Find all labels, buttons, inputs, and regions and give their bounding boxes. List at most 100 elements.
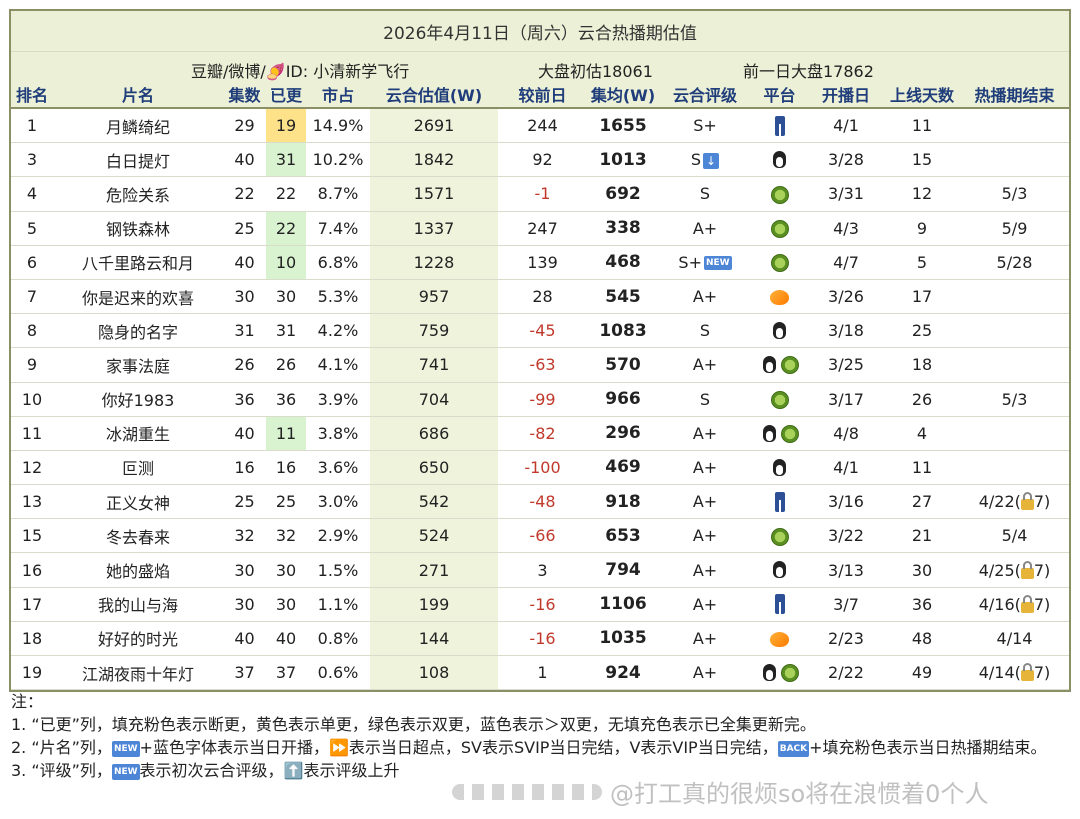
title-cell: 冬去春来 (53, 518, 223, 554)
avg-cell: 296 (587, 416, 659, 451)
days-cell: 11 (884, 108, 960, 144)
rank-cell: 1 (11, 108, 53, 144)
avg-cell: 545 (587, 279, 659, 315)
aired-cell: 30 (266, 279, 306, 315)
rating-cell: A+ (659, 587, 751, 622)
rank-cell: 8 (11, 313, 53, 349)
avg-cell: 570 (587, 347, 659, 383)
new-badge-icon: NEW (703, 256, 732, 271)
share-cell: 4.1% (306, 347, 370, 383)
avg-cell: 918 (587, 484, 659, 520)
diff-cell: -45 (498, 313, 587, 349)
rating-cell: A+ (659, 552, 751, 588)
youku-icon (770, 185, 789, 204)
title-cell: 她的盛焰 (53, 552, 223, 588)
tencent-icon (771, 150, 788, 170)
estimate-cell: 741 (370, 347, 498, 383)
avg-cell: 1106 (587, 587, 659, 622)
rating-cell: A+ (659, 416, 751, 451)
estimate-cell: 2691 (370, 108, 498, 144)
end-date-label: 4/16( (978, 594, 1021, 614)
end-date-label: 5/28 (996, 252, 1033, 272)
table-row: 5 钢铁森林 25 22 7.4% 1337 247 338 A+ 4/3 9 5/9 (11, 211, 1069, 246)
start-date-cell: 4/1 (808, 450, 884, 486)
platform-cell (751, 552, 808, 588)
title-cell: 我的山与海 (53, 587, 223, 622)
aired-cell: 32 (266, 518, 306, 554)
diff-cell: 244 (498, 108, 587, 144)
end-date-cell (960, 450, 1069, 486)
rating-cell: A+ (659, 211, 751, 246)
aired-cell: 22 (266, 176, 306, 212)
days-cell: 48 (884, 621, 960, 657)
lock-suffix: 7) (1033, 492, 1051, 512)
start-date-cell: 2/23 (808, 621, 884, 657)
platform-cell (751, 587, 808, 622)
rating-cell: S (659, 176, 751, 212)
rating-cell: A+ (659, 450, 751, 486)
start-date-cell: 3/17 (808, 382, 884, 417)
platform-cell (751, 484, 808, 520)
days-cell: 21 (884, 518, 960, 554)
end-date-cell (960, 313, 1069, 349)
title-cell: 江湖夜雨十年灯 (53, 655, 223, 691)
share-cell: 3.8% (306, 416, 370, 451)
table-row: 10 你好1983 36 36 3.9% 704 -99 966 S 3/17 26 5/3 (11, 382, 1069, 417)
diff-cell: -16 (498, 621, 587, 657)
episodes-cell: 40 (223, 245, 266, 280)
aired-cell: 26 (266, 347, 306, 383)
note-line-2-b: +蓝色字体表示当日开播，⏩表示当日超点，SV表示SVIP当日完结，V表示VIP当… (139, 738, 778, 757)
start-date-cell: 3/18 (808, 313, 884, 349)
note-line-2: 2. “片名”列， NEW +蓝色字体表示当日开播，⏩表示当日超点，SV表示SVIP… (11, 736, 1069, 759)
note-line-3: 3. “评级”列， NEW 表示初次云合评级，⬆️表示评级上升 (11, 759, 1069, 782)
lock-icon (1020, 560, 1034, 579)
share-cell: 14.9% (306, 108, 370, 144)
youku-icon (770, 390, 789, 409)
days-cell: 36 (884, 587, 960, 622)
estimate-cell: 1842 (370, 142, 498, 178)
estimate-cell: 686 (370, 416, 498, 451)
aired-cell: 37 (266, 655, 306, 691)
diff-cell: -48 (498, 484, 587, 520)
share-cell: 8.7% (306, 176, 370, 212)
youku-icon (770, 527, 789, 546)
diff-cell: 3 (498, 552, 587, 588)
lock-suffix: 7) (1033, 594, 1051, 614)
tencent-icon (771, 560, 788, 580)
episodes-cell: 40 (223, 621, 266, 657)
rating-cell: S (659, 313, 751, 349)
table-row: 16 她的盛焰 30 30 1.5% 271 3 794 A+ 3/13 30 4/25(7) (11, 552, 1069, 588)
rank-cell: 15 (11, 518, 53, 554)
end-date-cell: 5/9 (960, 211, 1069, 246)
platform-cell (751, 279, 808, 315)
rating-cell: A+ (659, 279, 751, 315)
title-cell: 月鳞绮纪 (53, 108, 223, 144)
table-row: 18 好好的时光 40 40 0.8% 144 -16 1035 A+ 2/23 48 4/14 (11, 621, 1069, 657)
estimate-cell: 957 (370, 279, 498, 315)
end-date-cell: 5/3 (960, 382, 1069, 417)
start-date-cell: 4/7 (808, 245, 884, 280)
rating-label: A+ (692, 526, 718, 546)
rank-cell: 19 (11, 655, 53, 691)
lock-suffix: 7) (1033, 560, 1051, 580)
aired-cell: 31 (266, 142, 306, 178)
note-line-3-b: 表示初次云合评级，⬆️表示评级上升 (139, 761, 400, 780)
estimate-cell: 759 (370, 313, 498, 349)
rating-cell: A+ (659, 518, 751, 554)
rating-label: S (699, 321, 711, 341)
estimate-cell: 1228 (370, 245, 498, 280)
rating-label: A+ (692, 663, 718, 683)
avg-cell: 653 (587, 518, 659, 554)
title-cell: 八千里路云和月 (53, 245, 223, 280)
column-header: 上线天数 (884, 81, 960, 109)
platform-cell (751, 176, 808, 212)
rank-cell: 10 (11, 382, 53, 417)
diff-cell: -1 (498, 176, 587, 212)
rank-cell: 4 (11, 176, 53, 212)
rating-cell: S (659, 382, 751, 417)
column-header: 云合估值(W) (370, 81, 498, 109)
estimate-cell: 1571 (370, 176, 498, 212)
lock-icon (1020, 663, 1034, 682)
title-cell: 叵测 (53, 450, 223, 486)
avg-cell: 1013 (587, 142, 659, 178)
